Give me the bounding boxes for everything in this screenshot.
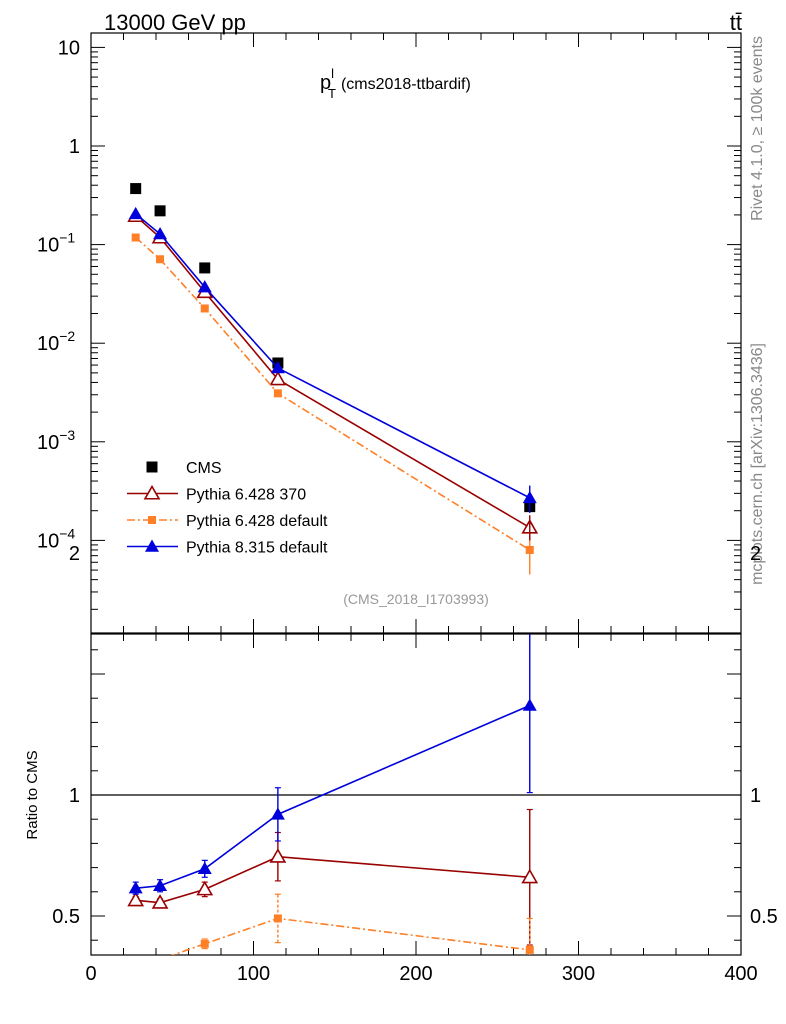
title-superscript: l	[331, 66, 334, 81]
legend-marker-p6_default	[148, 516, 156, 524]
ratio-point-p6_default	[273, 914, 282, 923]
ratio-point-p6_default	[156, 956, 164, 964]
ratio-point-p8_default	[522, 698, 537, 711]
ratio-point-p6_default	[525, 945, 534, 954]
y-tick-label: 10	[58, 37, 80, 59]
ratio-line-p6_default	[170, 917, 530, 955]
legend-label-p8_default: Pythia 8.315 default	[186, 540, 328, 557]
title-analysis-tag: (cms2018-ttbardif)	[341, 76, 471, 93]
ratio-point-p6_370	[151, 894, 169, 909]
process-label: tt̄	[730, 10, 742, 35]
distribution-title: pl T (cms2018-ttbardif)	[320, 66, 471, 101]
data-point-p6_default	[131, 233, 140, 242]
y-tick-label-left: 2	[69, 543, 80, 565]
y-tick-label: 1	[69, 136, 80, 158]
y-tick-label-base: 10	[37, 530, 59, 552]
ratio-y-tick-labels: 0.5 0.5 1 1 2 2	[52, 543, 778, 928]
ratio-point-p6_370	[521, 868, 539, 884]
y-tick-label-exponent: −2	[59, 328, 75, 344]
mcplots-reference-label: mcplots.cern.ch [arXiv:1306.3436]	[749, 343, 766, 585]
data-point-p6_default	[273, 389, 282, 398]
ratio-point-p8_default	[270, 807, 285, 820]
legend-marker-cms	[146, 461, 158, 473]
y-tick-label-exponent: −4	[59, 525, 75, 541]
y-tick-label-right: 1	[750, 785, 761, 807]
ratio-panel: 0.5 0.5 1 1 2 2 0 100 200 300 400 Ratio to CMS	[24, 543, 778, 985]
y-tick-label-exponent: −3	[59, 427, 75, 443]
analysis-watermark: (CMS_2018_I1703993)	[343, 591, 489, 607]
series-line-p6_370	[135, 215, 531, 529]
ratio-point-p6_370	[269, 848, 287, 863]
series-p6_370	[127, 207, 539, 534]
title-main: p	[320, 72, 331, 94]
ratio-point-p8_default	[153, 878, 168, 891]
ratio-series-p6_370	[127, 808, 539, 946]
title-subscript: T	[328, 86, 336, 101]
y-tick-label-right: 0.5	[750, 906, 778, 928]
y-tick-label: 10−3	[37, 427, 75, 454]
ratio-y-axis-label: Ratio to CMS	[24, 750, 41, 839]
ratio-point-p6_370	[196, 880, 214, 896]
ratio-point-p6_default	[132, 956, 140, 964]
legend: CMS Pythia 6.428 370 Pythia 6.428 default P…	[127, 460, 328, 557]
data-point-p6_default	[156, 255, 165, 264]
series-p8_default	[128, 206, 537, 504]
ratio-point-p8_default	[197, 861, 212, 875]
data-point-p6_default	[200, 304, 209, 313]
ratio-line-p6_370	[135, 855, 530, 904]
y-tick-label-base: 10	[37, 432, 59, 454]
y-tick-label-left: 0.5	[52, 906, 80, 928]
x-tick-label: 200	[399, 963, 432, 985]
series-p6_default	[131, 233, 534, 554]
ratio-series-p8_default	[128, 634, 537, 895]
ratio-series-p6_default	[132, 893, 534, 964]
x-tick-label: 300	[562, 963, 595, 985]
y-tick-label-right: 2	[750, 543, 761, 565]
data-point-p8_default	[197, 280, 212, 293]
y-tick-label-base: 10	[37, 235, 59, 257]
collision-energy-label: 13000 GeV pp	[104, 10, 246, 35]
data-point-cms	[154, 205, 166, 217]
ratio-point-p6_default	[200, 939, 209, 948]
x-tick-labels: 0 100 200 300 400	[85, 963, 757, 985]
data-point-p8_default	[128, 206, 143, 220]
distribution-axis-ticks	[90, 33, 742, 633]
distribution-series	[127, 183, 539, 575]
ratio-series	[127, 634, 539, 964]
y-tick-label-base: 10	[37, 333, 59, 355]
data-point-cms	[199, 262, 211, 274]
ratio-point-p6_370	[127, 891, 145, 907]
legend-marker-p8_default	[145, 539, 159, 552]
y-tick-label-left: 1	[69, 785, 80, 807]
series-line-p8_default	[135, 213, 531, 499]
x-tick-label: 400	[724, 963, 757, 985]
data-point-cms	[130, 183, 142, 195]
legend-marker-p6_370	[143, 484, 161, 500]
legend-label-cms: CMS	[186, 460, 222, 477]
data-point-p8_default	[270, 361, 285, 374]
x-tick-label: 100	[237, 963, 270, 985]
y-tick-label: 10−2	[37, 328, 75, 355]
data-point-p8_default	[153, 227, 168, 240]
y-tick-label-exponent: −1	[59, 230, 75, 246]
ratio-point-p8_default	[128, 881, 143, 894]
y-tick-label: 10−1	[37, 230, 75, 257]
legend-label-p6_370: Pythia 6.428 370	[186, 487, 306, 504]
data-point-p6_370	[269, 370, 287, 386]
x-tick-label: 0	[85, 963, 96, 985]
rivet-version-label: Rivet 4.1.0, ≥ 100k events	[749, 36, 766, 221]
legend-label-p6_default: Pythia 6.428 default	[186, 513, 328, 530]
ratio-axis-ticks	[90, 634, 742, 955]
y-tick-label: 10−4	[37, 525, 75, 552]
